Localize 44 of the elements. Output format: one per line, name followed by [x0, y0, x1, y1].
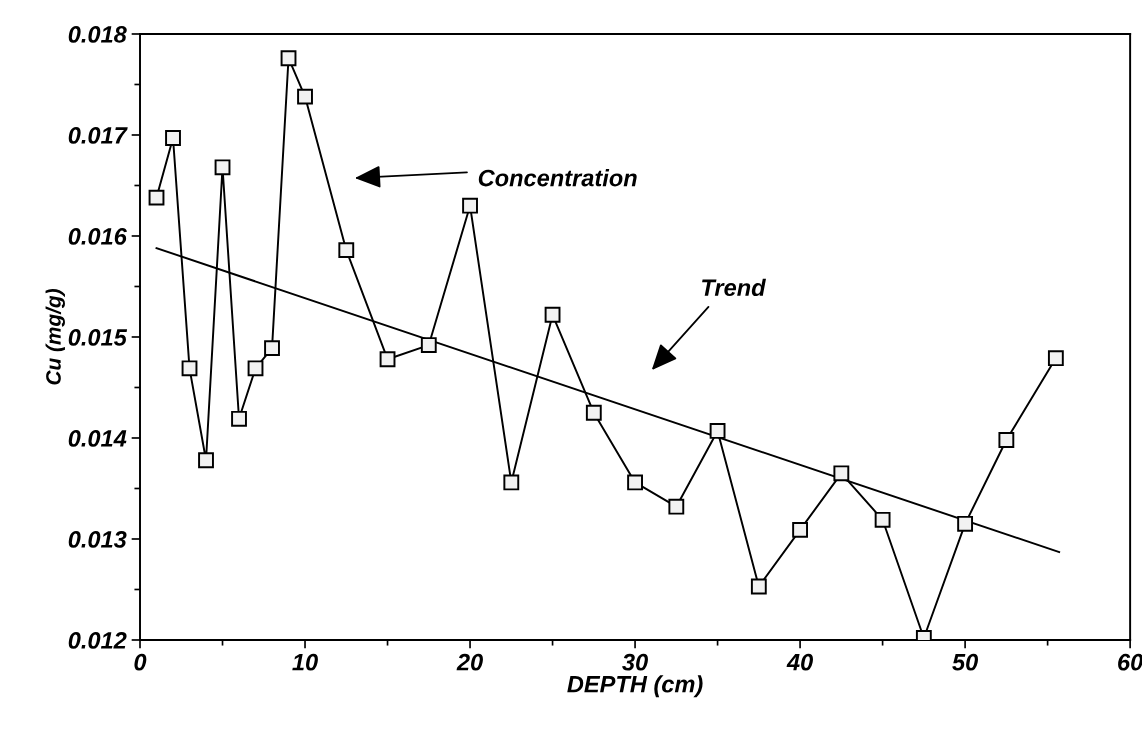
point: [247, 360, 264, 377]
point: [280, 50, 297, 67]
point: [231, 410, 247, 427]
point: [462, 197, 478, 214]
point: [544, 306, 561, 323]
point: [750, 578, 767, 595]
point: [503, 474, 520, 491]
point: [627, 474, 643, 491]
point: [709, 423, 726, 439]
annotation: Concentration: [478, 169, 637, 187]
annotation: Trend: [702, 278, 766, 297]
y-tick-label: 0.014: [68, 430, 127, 447]
x-tick-label: 40: [786, 653, 813, 671]
point: [585, 404, 602, 421]
point: [833, 465, 850, 482]
point: [214, 159, 231, 176]
x-tick-label: 30: [622, 653, 648, 671]
x-tick-label: 0: [134, 653, 147, 671]
point: [297, 88, 313, 105]
y-tick-label: 0.016: [68, 228, 127, 245]
y-axis-title: Cu (mg/g): [45, 289, 65, 385]
y-tick-label: 0.013: [68, 531, 127, 548]
x-axis-title: DEPTH (cm): [567, 675, 703, 698]
point: [148, 189, 165, 206]
point: [181, 360, 198, 377]
x-tick-label: 10: [292, 653, 318, 671]
x-tick-label: 50: [952, 653, 979, 671]
y-tick-label: 0.012: [68, 632, 127, 649]
point: [338, 242, 355, 259]
point: [874, 511, 891, 528]
point: [264, 340, 280, 357]
y-tick-label: 0.017: [68, 127, 128, 144]
point: [1047, 350, 1064, 367]
point: [420, 337, 437, 353]
point: [165, 130, 181, 146]
point: [198, 452, 214, 469]
x-tick-label: 20: [456, 653, 483, 671]
point: [668, 498, 685, 515]
point: [379, 351, 396, 368]
y-tick-label: 0.015: [68, 329, 128, 346]
point: [998, 432, 1015, 448]
y-tick-label: 0.018: [68, 26, 127, 43]
point: [792, 521, 808, 538]
point: [957, 515, 974, 532]
